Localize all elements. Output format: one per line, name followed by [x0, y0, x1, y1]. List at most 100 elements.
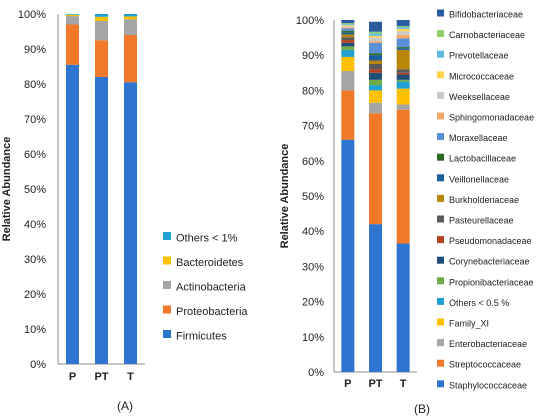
panel-a-x-tick-label: P [69, 371, 76, 383]
panel-b-legend-label-pseudomonadaceae: Pseudomonadaceae [449, 236, 532, 246]
panel-b-bar-segment-burkholderiaceae-p [341, 34, 355, 38]
panel-b-bar-segment-propionibacteriaceae-t [396, 79, 410, 82]
panel-b-legend-label-streptococcaceae: Streptococcaceae [449, 360, 521, 370]
panel-b-legend-swatch-bifidobacteriaceae [437, 9, 444, 17]
panel-a-y-tick-label: 80% [24, 79, 46, 91]
panel-b-bar-segment-micrococcaceae-t [396, 28, 410, 32]
panel-b-bar-segment-corynebacteriaceae-pt [369, 72, 382, 80]
panel-b-bar-segment-pasteurellaceae-pt [369, 64, 382, 70]
panel-b-chart: 0% 10% 20% 30% 40% 50% 60% 70% 80% 90% 100% Relativ… [279, 9, 534, 390]
panel-b-bar-segment-burkholderiaceae-pt [369, 60, 382, 64]
panel-a-bar-segment-proteobacteria-pt [95, 40, 108, 77]
panel-b-legend-swatch-family-xi [437, 318, 444, 326]
panel-a-bar-segment-firmicutes-t [124, 82, 137, 364]
panel-b-bar-segment-corynebacteriaceae-p [341, 42, 355, 47]
panel-b-bar-segment-prevotellaceae-t [396, 27, 410, 29]
panel-b-legend-label-micrococcaceae: Micrococcaceae [449, 71, 514, 81]
panel-a-y-tick-label: 0% [30, 359, 46, 371]
panel-b-legend-label-enterobacteriaceae: Enterobacteriaceae [449, 339, 527, 349]
panel-a-bar-segment-firmicutes-pt [95, 77, 108, 364]
panel-b-bar-segment-enterobacteriaceae-t [396, 104, 410, 110]
panel-a-legend-label-proteobacteria: Proteobacteria [176, 306, 248, 318]
panel-b-legend-label-corynebacteriaceae: Corynebacteriaceae [449, 257, 530, 267]
panel-b-bar-segment-others-0-5-p [341, 49, 355, 57]
panel-b-y-tick-label: 90% [302, 50, 324, 62]
panel-a-label: (A) [117, 399, 133, 413]
panel-b-bar-segment-bifidobacteriaceae-pt [369, 21, 382, 32]
panel-b-bar-segment-moraxellaceae-p [341, 28, 355, 31]
panel-b-legend-label-veillonellaceae: Veillonellaceae [449, 174, 509, 184]
panel-b-legend-label-burkholderiaceae: Burkholderiaceae [449, 195, 519, 205]
panel-b-y-tick-label: 30% [302, 261, 324, 273]
panel-b-bar-segment-others-0-5-t [396, 81, 410, 89]
panel-b-x-tick-label: PT [368, 378, 382, 390]
panel-b-legend-label-lactobacillaceae: Lactobacillaceae [449, 154, 516, 164]
panel-b-bar-segment-propionibacteriaceae-p [341, 46, 355, 50]
panel-b-bar-segment-micrococcaceae-p [341, 25, 355, 27]
panel-b-bar-segment-enterobacteriaceae-p [341, 71, 355, 91]
panel-b-bar-segment-pseudomonadaceae-t [396, 72, 410, 75]
panel-a-y-tick-label: 10% [24, 324, 46, 336]
panel-b-legend-swatch-weeksellaceae [437, 91, 444, 99]
panel-a-y-tick-label: 20% [24, 289, 46, 301]
panel-b-bar-segment-staphylococcaceae-t [396, 243, 410, 372]
panel-a-bar-segment-others-1-pt [95, 14, 108, 17]
panel-b-y-tick-label: 40% [302, 226, 324, 238]
panel-b-x-tick-label: P [344, 378, 351, 390]
panel-b-bar-segment-family-xi-p [341, 56, 355, 72]
panel-b-y-tick-label: 10% [302, 332, 324, 344]
panel-b-bar-segment-weeksellaceae-p [341, 26, 355, 28]
panel-b-legend-label-bifidobacteriaceae: Bifidobacteriaceae [449, 10, 523, 20]
panel-a-bar-segment-actinobacteria-t [124, 19, 137, 35]
panel-b-legend-label-sphingomonadaceae: Sphingomonadaceae [449, 113, 534, 123]
panel-a-y-axis-label: Relative Abundance [1, 137, 13, 242]
panel-b-bar-segment-carnobacteriaceae-pt [369, 31, 382, 34]
panel-a-y-tick-label: 40% [24, 219, 46, 231]
panel-a-bar-segment-proteobacteria-t [124, 35, 137, 83]
panel-b-y-tick-label: 60% [302, 156, 324, 168]
panel-b-legend-label-family-xi: Family_XI [449, 319, 489, 329]
panel-b-legend-label-carnobacteriaceae: Carnobacteriaceae [449, 30, 525, 40]
panel-b-bar-segment-sphingomonadaceae-p [341, 27, 355, 29]
panel-a-bar-segment-others-1-t [124, 14, 137, 17]
panel-b-legend-swatch-others-0-5 [437, 297, 444, 305]
panel-b-bar-segment-micrococcaceae-pt [369, 35, 382, 38]
panel-a-bar-segment-bacteroidetes-pt [95, 16, 108, 21]
panel-a-bar-segment-actinobacteria-pt [95, 21, 108, 41]
panel-b-legend-label-staphylococcaceae: Staphylococcaceae [449, 380, 527, 390]
panel-b-legend-label-moraxellaceae: Moraxellaceae [449, 133, 508, 143]
panel-a-legend-label-bacteroidetes: Bacteroidetes [176, 257, 244, 269]
panel-b-bar-segment-propionibacteriaceae-pt [369, 79, 382, 86]
panel-b-bar-segment-weeksellaceae-t [396, 31, 410, 35]
panel-b-bar-segment-staphylococcaceae-pt [369, 224, 382, 372]
panel-b-y-tick-label: 70% [302, 121, 324, 133]
panel-b-legend-swatch-corynebacteriaceae [437, 256, 444, 264]
panel-a-legend-label-firmicutes: Firmicutes [176, 331, 227, 343]
panel-b-bar-segment-burkholderiaceae-t [396, 49, 410, 70]
panel-b-bar-segment-pasteurellaceae-t [396, 69, 410, 73]
panel-b-bar-segment-bifidobacteriaceae-p [341, 20, 355, 24]
panel-b-y-tick-label: 0% [308, 367, 324, 379]
panel-b-bar-segment-pasteurellaceae-p [341, 37, 355, 41]
panel-b-x-tick-label: T [400, 378, 407, 390]
panel-b-bar-segment-others-0-5-pt [369, 85, 382, 91]
panel-b-bar-segment-family-xi-pt [369, 90, 382, 103]
panel-b-bar-segment-staphylococcaceae-p [341, 139, 355, 372]
panel-b-bar-segment-enterobacteriaceae-pt [369, 102, 382, 114]
panel-a-y-tick-label: 90% [24, 44, 46, 56]
panel-b-legend-swatch-pseudomonadaceae [437, 236, 444, 244]
panel-b-legend-label-propionibacteriaceae: Propionibacteriaceae [449, 277, 534, 287]
panel-b-y-tick-label: 50% [302, 191, 324, 203]
panel-b-legend-label-pasteurellaceae: Pasteurellaceae [449, 216, 514, 226]
panel-a-legend-label-others-1: Others < 1% [176, 233, 238, 245]
panel-b-legend-swatch-sphingomonadaceae [437, 112, 444, 120]
panel-a-bar-segment-actinobacteria-p [66, 16, 79, 25]
panel-b-bar-segment-lactobacillaceae-p [341, 30, 355, 33]
panel-b-legend-swatch-propionibacteriaceae [437, 277, 444, 285]
panel-b-y-tick-label: 100% [296, 15, 324, 27]
panel-a-y-tick-label: 60% [24, 149, 46, 161]
panel-b-bar-segment-lactobacillaceae-pt [369, 53, 382, 56]
panel-b-bar-segment-carnobacteriaceae-t [396, 25, 410, 28]
panel-a-bar-segment-proteobacteria-p [66, 24, 79, 65]
